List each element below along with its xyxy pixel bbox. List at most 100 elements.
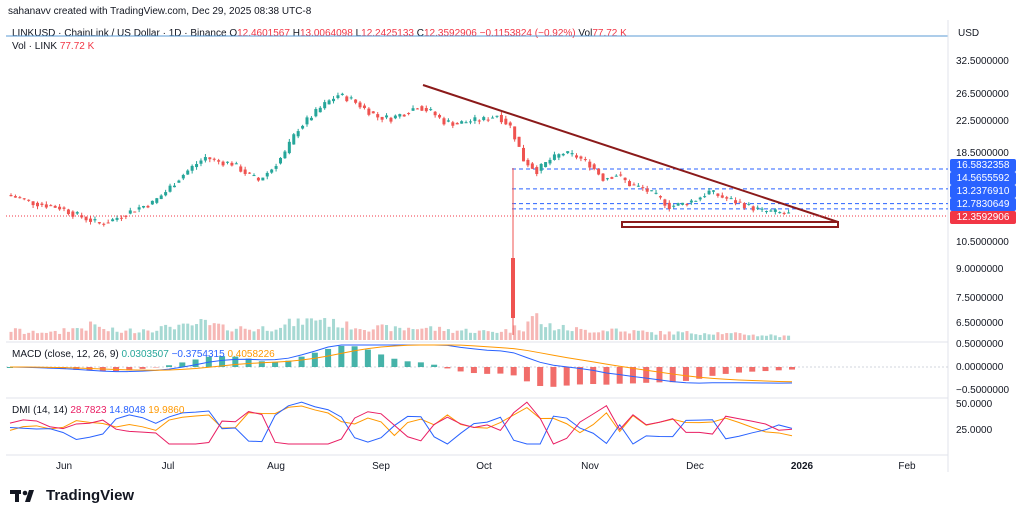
candle-body bbox=[742, 203, 746, 209]
candle-body bbox=[393, 115, 397, 119]
price-tick: 18.5000000 bbox=[956, 148, 1009, 159]
candle-body bbox=[111, 219, 115, 222]
currency-label[interactable]: USD bbox=[958, 28, 980, 39]
volume-bar bbox=[698, 334, 702, 340]
macd-hist-bar bbox=[669, 367, 676, 383]
macd-hist-bar bbox=[762, 367, 769, 372]
volume-bar bbox=[703, 333, 707, 340]
candle-body bbox=[579, 156, 583, 159]
volume-bar bbox=[172, 329, 176, 340]
candle-body bbox=[137, 207, 141, 210]
volume-bar bbox=[694, 334, 698, 340]
candle-body bbox=[561, 153, 565, 156]
candle-body bbox=[53, 205, 57, 208]
time-tick: Oct bbox=[476, 461, 492, 472]
volume-bar bbox=[248, 329, 252, 340]
candle-body bbox=[402, 114, 406, 117]
macd-name: MACD (close, 12, 26, 9) bbox=[12, 349, 119, 360]
candle-body bbox=[340, 93, 344, 95]
volume-bar bbox=[301, 324, 305, 340]
volume-legend: Vol · LINK 77.72 K bbox=[12, 41, 94, 52]
candle-body bbox=[195, 164, 199, 168]
candle-body bbox=[455, 122, 459, 125]
volume-bar bbox=[44, 332, 48, 340]
candle-body bbox=[89, 218, 93, 222]
volume-name: Vol · LINK bbox=[12, 41, 58, 52]
volume-bar bbox=[451, 332, 455, 340]
candle-body bbox=[464, 122, 468, 124]
candle-body bbox=[601, 173, 605, 181]
macd-hist-bar bbox=[603, 367, 610, 385]
macd-line bbox=[9, 344, 793, 384]
candle-body bbox=[119, 217, 123, 219]
volume-bar bbox=[433, 330, 437, 340]
candle-body bbox=[711, 190, 715, 192]
volume-bar bbox=[292, 326, 296, 340]
volume-bar bbox=[358, 329, 362, 340]
signal-line bbox=[9, 344, 793, 383]
brand-name: TradingView bbox=[46, 487, 135, 504]
volume-bar bbox=[711, 334, 715, 340]
candle-body bbox=[150, 200, 154, 205]
volume-bar bbox=[592, 332, 596, 340]
time-tick: Sep bbox=[372, 461, 390, 472]
candle-body bbox=[93, 219, 97, 221]
volume-bar bbox=[146, 330, 150, 340]
volume-bar bbox=[619, 331, 623, 340]
volume-bar bbox=[482, 330, 486, 340]
macd-hist-bar bbox=[166, 365, 173, 367]
volume-bar bbox=[80, 328, 84, 340]
candle-body bbox=[314, 109, 318, 117]
time-tick: 2026 bbox=[790, 461, 814, 472]
macd-hist-bar bbox=[616, 367, 623, 384]
volume-bar bbox=[283, 324, 287, 340]
candle-body bbox=[641, 187, 645, 189]
level-tag: 14.5655592 bbox=[950, 172, 1016, 185]
candle-body bbox=[389, 117, 393, 122]
volume-bar bbox=[398, 327, 402, 340]
candle-body bbox=[734, 200, 738, 204]
time-tick: Jul bbox=[161, 461, 175, 472]
volume-bar bbox=[93, 324, 97, 340]
candle-body bbox=[252, 175, 256, 177]
volume-bar bbox=[411, 329, 415, 340]
candle-body bbox=[566, 151, 570, 154]
time-tick: Aug bbox=[267, 461, 285, 472]
tradingview-brand[interactable]: TradingView bbox=[10, 487, 134, 504]
volume-bar bbox=[539, 324, 543, 340]
descending-trendline bbox=[422, 84, 839, 223]
macd-hist-bar bbox=[484, 367, 491, 374]
volume-bar bbox=[181, 323, 185, 340]
volume-bar bbox=[544, 327, 548, 340]
candle-body bbox=[234, 163, 238, 165]
macd-hist-bar bbox=[245, 358, 252, 367]
volume-bar bbox=[429, 326, 433, 340]
candle-body bbox=[557, 154, 561, 158]
dmi-minus-value: 28.7823 bbox=[70, 405, 107, 416]
macd-hist-bar bbox=[735, 367, 742, 373]
price-tick: 9.0000000 bbox=[956, 264, 1004, 275]
candle-body bbox=[760, 208, 764, 210]
volume-bar bbox=[137, 332, 141, 340]
volume-bar bbox=[195, 324, 199, 340]
candle-body bbox=[40, 203, 44, 205]
volume-bar bbox=[380, 324, 384, 340]
macd-hist-bar bbox=[444, 367, 451, 369]
candle-body bbox=[66, 209, 70, 215]
volume-bar bbox=[75, 328, 79, 340]
open-value: 12.4601567 bbox=[237, 28, 290, 39]
candle-body bbox=[75, 212, 79, 214]
volume-bar bbox=[636, 330, 640, 340]
last-price-tag: 12.3592906 bbox=[950, 211, 1016, 224]
candle-body bbox=[159, 195, 163, 200]
volume-bar bbox=[208, 325, 212, 340]
volume-bar bbox=[354, 328, 358, 340]
candle-body bbox=[115, 218, 119, 220]
volume-bar bbox=[601, 330, 605, 340]
candle-body bbox=[84, 216, 88, 221]
volume-bar bbox=[27, 332, 31, 340]
volume-bar bbox=[504, 329, 508, 340]
volume-bar bbox=[287, 318, 291, 340]
volume-bar bbox=[71, 328, 75, 340]
